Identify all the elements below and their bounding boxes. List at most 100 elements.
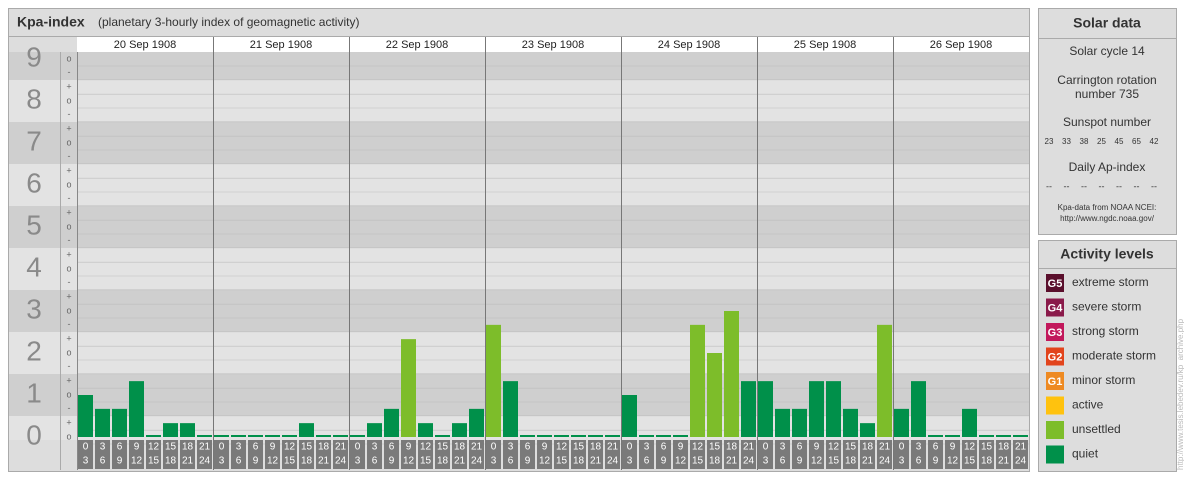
interval-box: [605, 440, 620, 469]
level-label: severe storm: [1072, 300, 1141, 314]
interval-end: 6: [236, 456, 242, 467]
interval-start: 18: [998, 442, 1010, 453]
minor-tick-label: +: [66, 376, 71, 386]
interval-box: [775, 440, 790, 469]
level-swatch: [1046, 396, 1064, 415]
interval-end: 18: [709, 456, 721, 467]
interval-end: 3: [219, 456, 225, 467]
interval-end: 9: [117, 456, 123, 467]
minor-tick-label: -: [68, 151, 71, 161]
y-tick-label: 4: [26, 251, 42, 282]
bar: [146, 435, 161, 437]
interval-box: [146, 440, 161, 469]
y-tick-label: 0: [26, 419, 42, 450]
interval-box: [401, 440, 416, 469]
date-label: 20 Sep 1908: [114, 39, 176, 51]
band: [9, 332, 1029, 374]
date-label: 24 Sep 1908: [658, 39, 720, 51]
level-label: moderate storm: [1072, 349, 1156, 363]
level-badge: G2: [1048, 351, 1063, 363]
interval-end: 18: [573, 456, 585, 467]
date-label: 26 Sep 1908: [930, 39, 992, 51]
interval-end: 12: [131, 456, 143, 467]
interval-start: 15: [301, 442, 313, 453]
bar: [809, 381, 824, 437]
interval-box: [265, 440, 280, 469]
bar: [1013, 435, 1028, 437]
interval-box: [418, 440, 433, 469]
interval-box: [384, 440, 399, 469]
interval-end: 6: [508, 456, 514, 467]
bar: [333, 435, 348, 437]
ap-value: --: [1151, 181, 1157, 191]
bar: [911, 381, 926, 437]
sunspot-value: 42: [1150, 137, 1159, 146]
bar: [299, 423, 314, 437]
interval-start: 12: [420, 442, 432, 453]
level-swatch: [1046, 372, 1064, 390]
interval-box: [639, 440, 654, 469]
band: [9, 122, 1029, 164]
sunspot-value: 25: [1097, 137, 1106, 146]
interval-box: [452, 440, 467, 469]
y-tick-label: 6: [26, 167, 42, 198]
minor-tick-label: +: [66, 82, 71, 92]
interval-box: [231, 440, 246, 469]
bar: [979, 435, 994, 437]
bar: [792, 408, 807, 437]
interval-start: 12: [148, 442, 160, 453]
minor-tick-label: o: [66, 179, 71, 189]
chart-subtitle: (planetary 3-hourly index of geomagnetic…: [98, 15, 359, 29]
bar: [129, 381, 144, 437]
bar: [214, 435, 229, 437]
interval-box: [282, 440, 297, 469]
levels-title: Activity levels: [1060, 246, 1154, 262]
level-label: quiet: [1072, 447, 1099, 461]
ap-value: --: [1046, 181, 1052, 191]
minor-tick-label: +: [66, 124, 71, 134]
interval-end: 24: [879, 456, 891, 467]
level-swatch: [1046, 421, 1064, 439]
level-label: strong storm: [1072, 324, 1139, 338]
level-swatch: [1046, 274, 1064, 292]
sunspot-value: 38: [1080, 137, 1089, 146]
bar: [622, 395, 637, 437]
interval-end: 9: [661, 456, 667, 467]
interval-end: 18: [301, 456, 313, 467]
interval-end: 12: [947, 456, 959, 467]
level-label: extreme storm: [1072, 275, 1149, 289]
interval-start: 9: [814, 442, 820, 453]
interval-box: [95, 440, 110, 469]
interval-end: 15: [420, 456, 432, 467]
interval-start: 12: [964, 442, 976, 453]
bar: [95, 408, 110, 437]
level-label: active: [1072, 398, 1104, 412]
watermark: http://www.tesis.lebedev.ru/kp_archive.p…: [1176, 318, 1184, 470]
interval-box: [826, 440, 841, 469]
interval-start: 15: [165, 442, 177, 453]
interval-end: 21: [454, 456, 466, 467]
interval-start: 21: [879, 442, 891, 453]
interval-box: [333, 440, 348, 469]
interval-start: 0: [899, 442, 905, 453]
band: [9, 164, 1029, 206]
bar: [639, 435, 654, 437]
bar: [843, 408, 858, 437]
y-tick-label: 2: [26, 335, 42, 366]
bar: [656, 435, 671, 437]
solar-panel: [1038, 8, 1177, 235]
interval-end: 6: [372, 456, 378, 467]
bar: [860, 423, 875, 437]
interval-start: 3: [372, 442, 378, 453]
y-tick-label: 1: [26, 377, 42, 408]
date-label: 23 Sep 1908: [522, 39, 584, 51]
bar: [265, 435, 280, 437]
interval-end: 12: [811, 456, 823, 467]
interval-box: [350, 440, 365, 469]
minor-tick-label: o: [66, 53, 71, 63]
bar: [418, 423, 433, 437]
ap-value: --: [1134, 181, 1140, 191]
interval-start: 15: [845, 442, 857, 453]
interval-box: [316, 440, 331, 469]
ap-value: --: [1116, 181, 1122, 191]
